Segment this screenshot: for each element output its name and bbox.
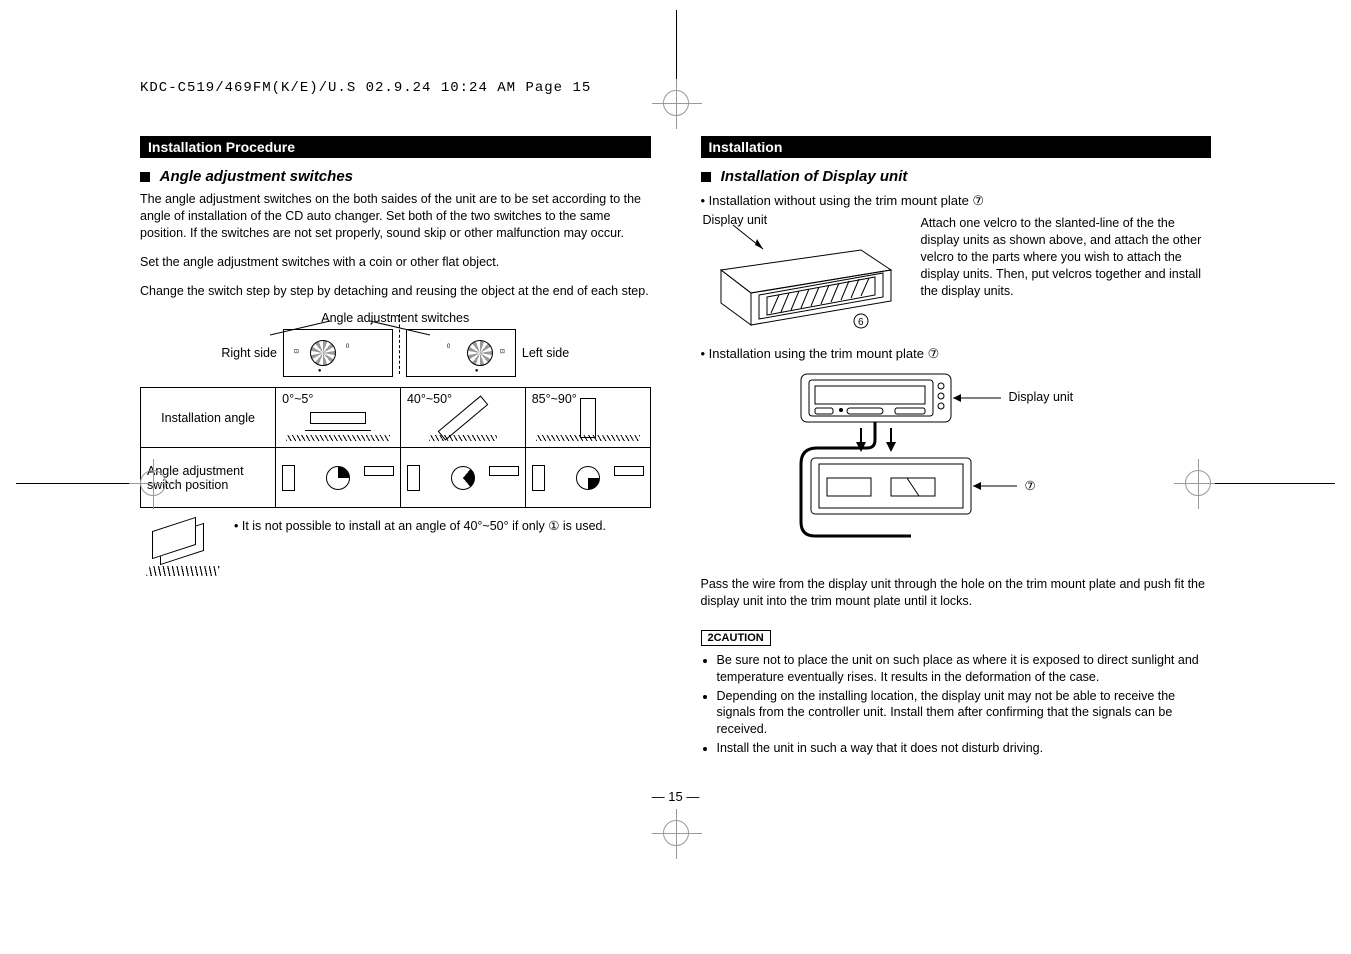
col3-header: 85°~90° (532, 392, 577, 406)
col1-header: 0°~5° (282, 392, 313, 406)
left-column: Installation Procedure Angle adjustment … (140, 136, 651, 759)
footnote-row: • It is not possible to install at an an… (140, 518, 651, 578)
left-section-title: Installation Procedure (140, 136, 651, 158)
left-para-3: Change the switch step by step by detach… (140, 283, 651, 300)
caution-item-3: Install the unit in such a way that it d… (717, 740, 1212, 757)
bullet-with-plate: • Installation using the trim mount plat… (701, 346, 1212, 362)
unit-flat-icon (310, 412, 366, 424)
bracket-icon (407, 465, 420, 491)
mini-unit-icon (364, 466, 394, 476)
fig2-note: Pass the wire from the display unit thro… (701, 576, 1212, 610)
two-column-layout: Installation Procedure Angle adjustment … (140, 136, 1211, 759)
right-side-label: Right side (221, 346, 277, 360)
mini-unit-icon (489, 466, 519, 476)
display-unit-velcro-icon: 6 (701, 215, 901, 335)
ground-hatch-icon (429, 435, 497, 441)
left-para-2: Set the angle adjustment switches with a… (140, 254, 651, 271)
right-column: Installation Installation of Display uni… (701, 136, 1212, 759)
footnote-text: It is not possible to install at an angl… (242, 519, 606, 533)
right-subhead-text: Installation of Display unit (721, 168, 908, 185)
left-subhead-text: Angle adjustment switches (160, 168, 353, 185)
footnote-3d-figure-icon (140, 518, 220, 578)
crop-mark-bottom-icon (663, 820, 689, 846)
display-unit-figure-1: Display unit (701, 215, 1212, 338)
page: KDC-C519/469FM(K/E)/U.S 02.9.24 10:24 AM… (0, 0, 1351, 954)
square-bullet-icon (701, 172, 711, 182)
table-row1-label: Installation angle (147, 411, 269, 425)
col2-header: 40°~50° (407, 392, 452, 406)
page-number: — 15 — (652, 789, 700, 804)
fig2-display-label: Display unit (1009, 390, 1074, 404)
unit-vertical-icon (580, 398, 596, 438)
dial-90deg-icon (576, 466, 600, 490)
caution-heading: 2CAUTION (701, 630, 771, 646)
circled-7-label: ⑦ (1025, 478, 1036, 493)
caution-item-2: Depending on the installing location, th… (717, 688, 1212, 739)
fig1-note: Attach one velcro to the slanted-line of… (921, 215, 1212, 299)
left-para-1: The angle adjustment switches on the bot… (140, 191, 651, 242)
ground-hatch-icon (536, 435, 640, 441)
square-bullet-icon (140, 172, 150, 182)
angle-table: Installation angle 0°~5° 40°~50° 85°~90° (140, 387, 651, 508)
svg-text:6: 6 (858, 317, 864, 328)
bullet-without-plate: • Installation without using the trim mo… (701, 193, 1212, 209)
caution-list: Be sure not to place the unit on such pl… (701, 652, 1212, 757)
right-subhead: Installation of Display unit (701, 168, 1212, 185)
display-unit-figure-2: Display unit ⑦ (701, 372, 1212, 572)
crop-mark-top-icon (663, 90, 689, 116)
left-subhead: Angle adjustment switches (140, 168, 651, 185)
mini-unit-icon (614, 466, 644, 476)
bracket-icon (282, 465, 295, 491)
dial-45deg-icon (451, 466, 475, 490)
left-side-label: Left side (522, 346, 569, 360)
display-unit-label: Display unit (703, 213, 768, 227)
dial-0deg-icon (326, 466, 350, 490)
crop-mark-right-icon (1185, 470, 1211, 496)
right-section-title: Installation (701, 136, 1212, 158)
ground-hatch-icon (286, 435, 390, 441)
crop-mark-left-icon (140, 470, 166, 496)
caution-item-1: Be sure not to place the unit on such pl… (717, 652, 1212, 686)
bracket-icon (532, 465, 545, 491)
caption-leader-icon (270, 319, 430, 337)
